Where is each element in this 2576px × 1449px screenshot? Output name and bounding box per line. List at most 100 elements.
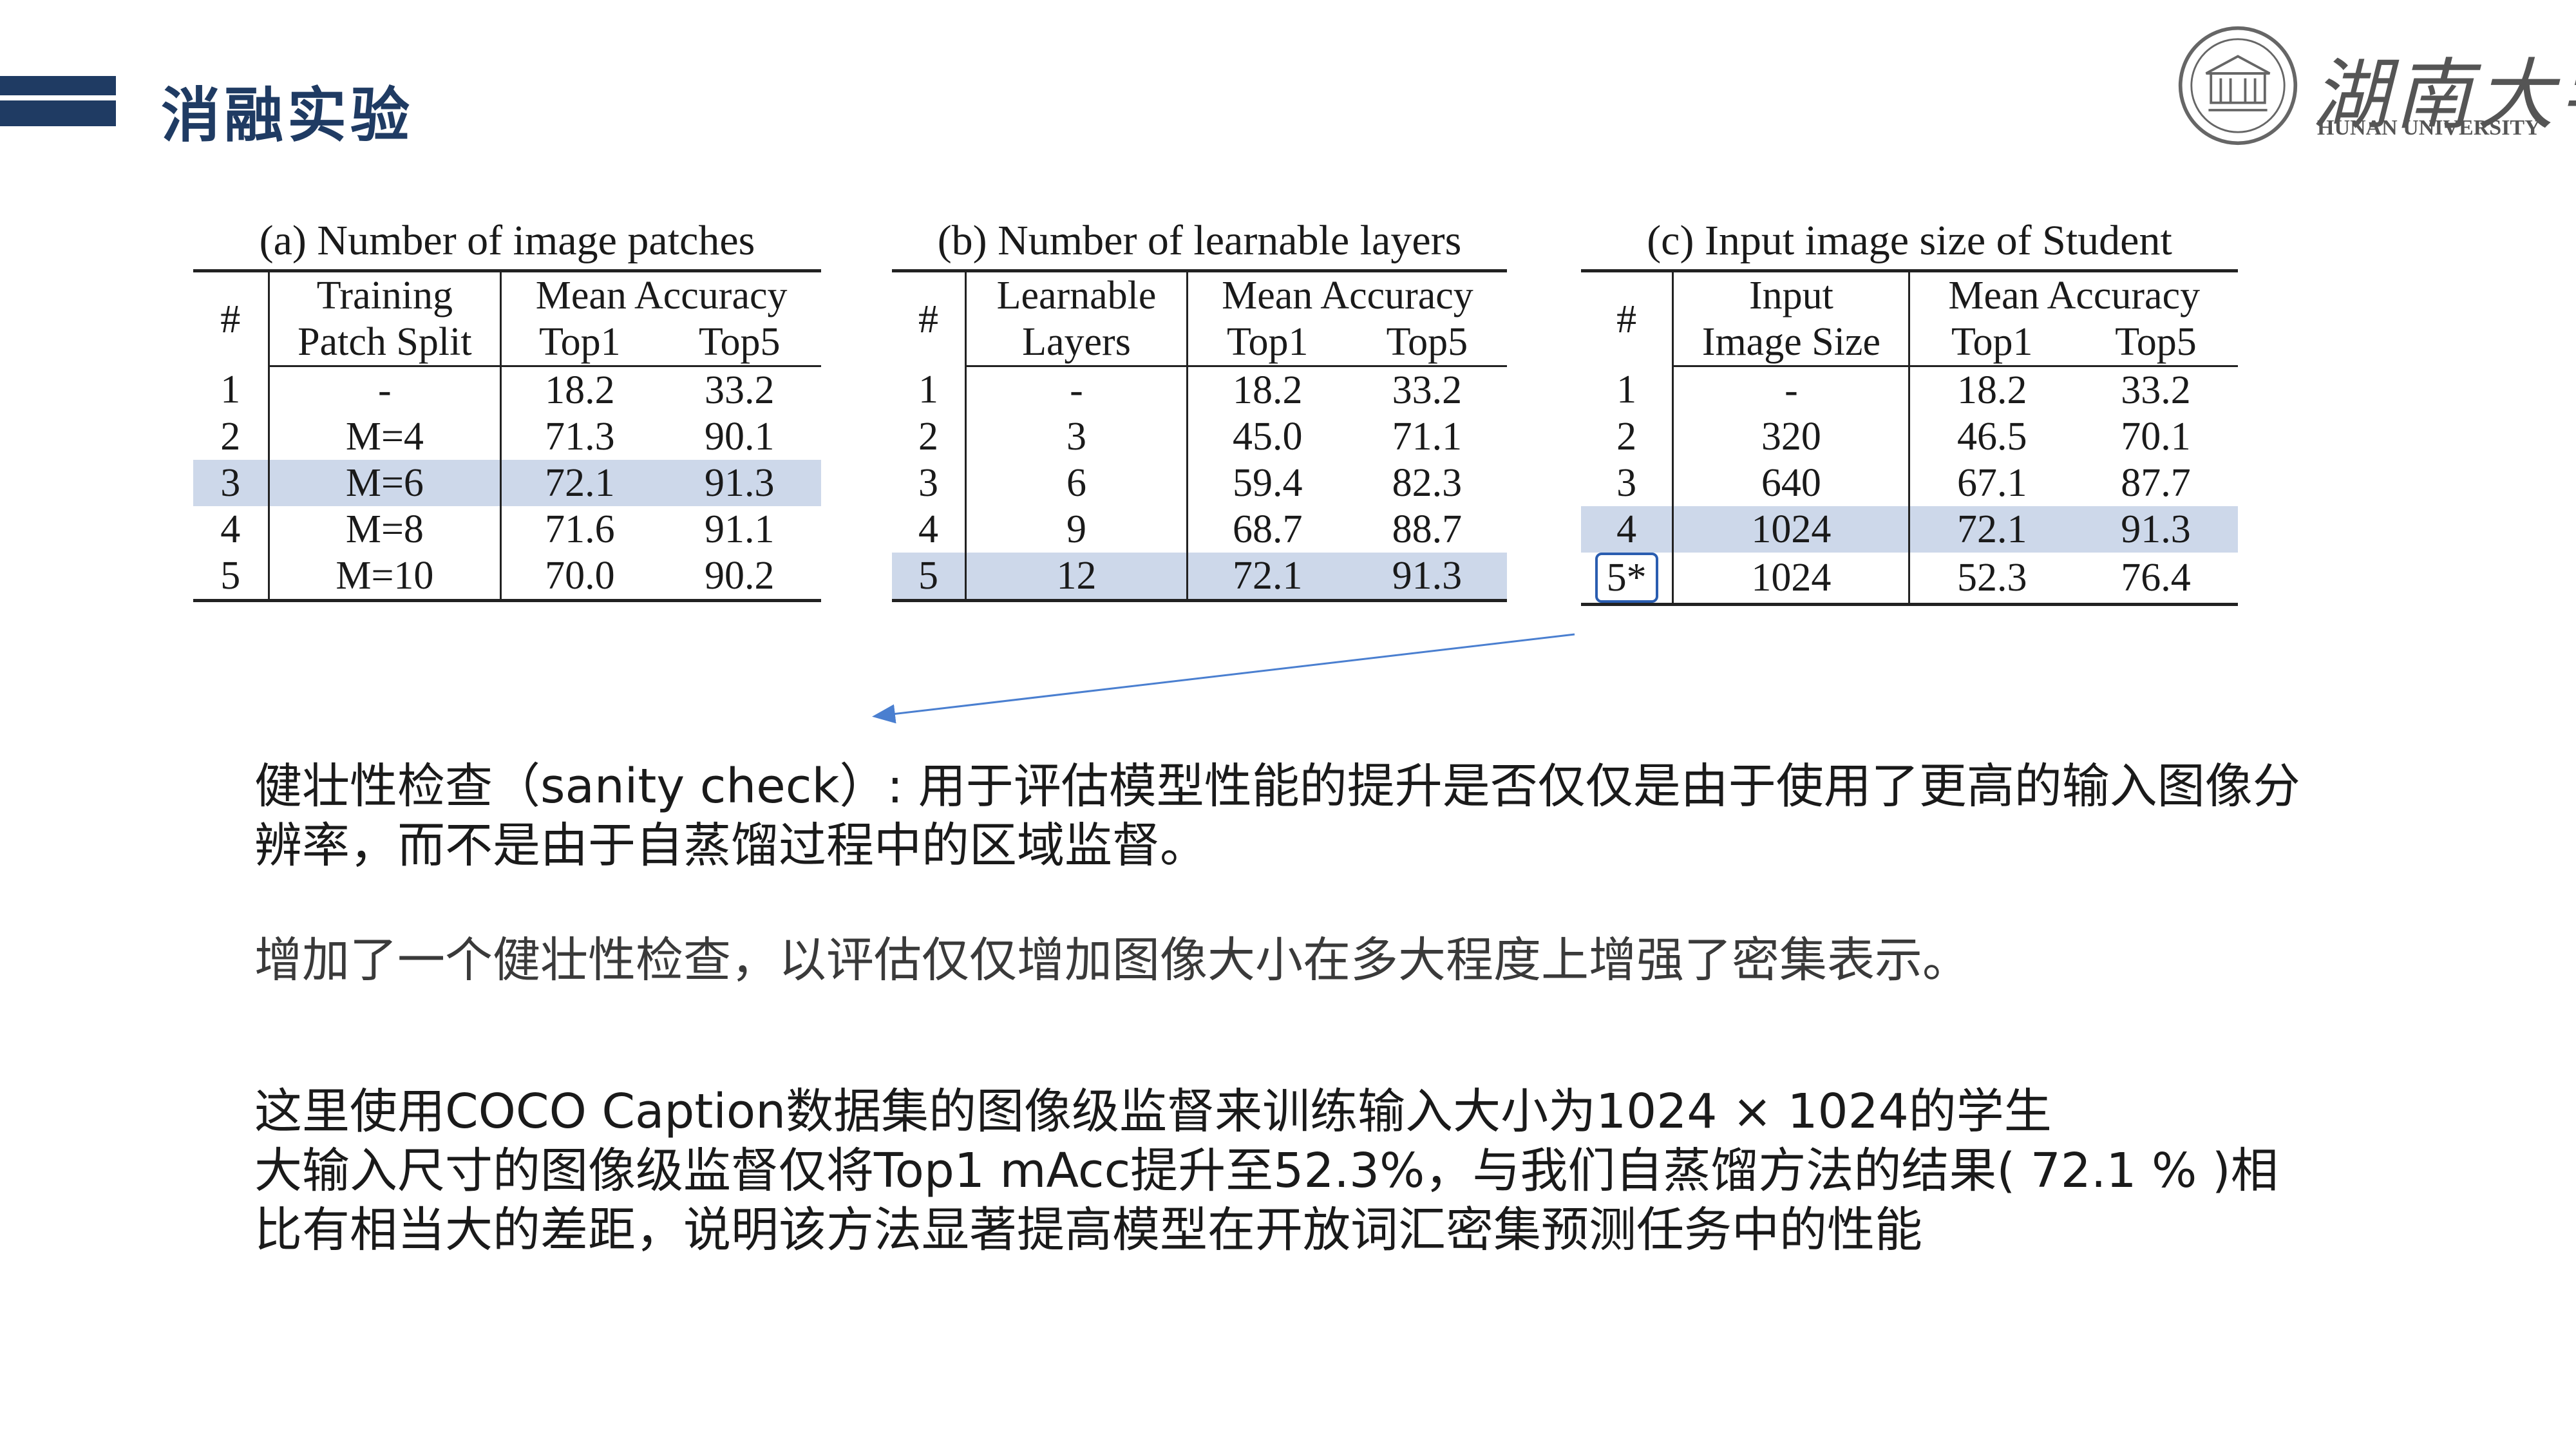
col-param-line2: Layers: [965, 319, 1188, 367]
cell-top5: 90.2: [705, 554, 775, 598]
university-seal-icon: [2178, 26, 2298, 146]
cell-top1: 71.6: [545, 507, 615, 551]
cell-param: -: [965, 366, 1188, 413]
table-row: 3 640 67.1 87.7: [1581, 460, 2238, 506]
table-row: 4 9 68.7 88.7: [892, 506, 1507, 553]
cell-top5: 70.1: [2121, 415, 2191, 459]
results-table: # Input Mean Accuracy Image Size Top1 To…: [1581, 269, 2238, 606]
cell-id: 2: [1581, 413, 1674, 460]
results-table: # Training Mean Accuracy Patch Split Top…: [193, 269, 821, 602]
cell-id: 4: [892, 506, 967, 553]
cell-top5: 91.3: [2073, 506, 2238, 553]
university-logo: 湖南大学 HUNAN UNIVERSITY: [2177, 19, 2576, 155]
cell-param: 320: [1672, 413, 1911, 460]
cell-id: 5: [193, 553, 270, 601]
slide-title: 消融实验: [161, 80, 414, 150]
cell-top1: 46.5: [1956, 415, 2027, 459]
cell-top5: 91.3: [1347, 553, 1507, 601]
cell-top5: 76.4: [2121, 556, 2191, 600]
results-line-2: 大输入尺寸的图像级监督仅将Top1 mAcc提升至52.3%，与我们自蒸馏方法的…: [254, 1143, 2278, 1258]
table-c-image-size: (c) Input image size of Student # Input …: [1581, 213, 2238, 606]
table-row-highlighted: 4 1024 72.1 91.3: [1581, 506, 2238, 553]
paragraph-robustness: 增加了一个健壮性检查，以评估仅仅增加图像大小在多大程度上增强了密集表示。: [254, 933, 1970, 988]
table-row-highlighted: 3 M=6 72.1 91.3: [193, 460, 821, 506]
logo-english-name: HUNAN UNIVERSITY: [2317, 116, 2541, 140]
col-top1: Top1: [500, 319, 658, 367]
cell-id: 5*: [1581, 553, 1674, 605]
table-row: 1-18.2 33.2: [193, 366, 821, 413]
logo-chinese-name: 湖南大学: [2312, 51, 2576, 140]
col-hash: #: [892, 270, 967, 366]
cell-top1: 52.3: [1956, 556, 2027, 600]
cell-top5: 33.2: [1392, 368, 1463, 412]
col-param-line2: Patch Split: [269, 319, 502, 367]
table-row: 5 M=10 70.0 90.2: [193, 553, 821, 601]
cell-top1: 18.2: [1233, 368, 1303, 412]
col-param-line1: Training: [269, 270, 502, 319]
table-row: 2 320 46.5 70.1: [1581, 413, 2238, 460]
col-mean-accuracy: Mean Accuracy: [1948, 274, 2201, 317]
table-caption: (c) Input image size of Student: [1647, 217, 2172, 264]
cell-top1: 70.0: [545, 554, 615, 598]
col-hash: #: [1581, 270, 1674, 366]
cell-top1: 72.1: [500, 460, 658, 506]
cell-top1: 71.3: [545, 415, 615, 459]
col-top5: Top5: [2073, 319, 2238, 367]
cell-id: 4: [193, 506, 270, 553]
cell-id: 2: [892, 413, 967, 460]
cell-top5: 90.1: [705, 415, 775, 459]
cell-top1: 68.7: [1233, 507, 1303, 551]
col-param-line1: Input: [1672, 270, 1911, 319]
col-top5: Top5: [1347, 319, 1507, 367]
cell-param: M=4: [269, 413, 502, 460]
paragraph-sanity-check: 健壮性检查（sanity check）: 用于评估模型性能的提升是否仅仅是由于使…: [254, 759, 2300, 873]
cell-param: -: [269, 366, 502, 413]
title-accent-bar: [0, 76, 116, 126]
col-mean-accuracy: Mean Accuracy: [535, 274, 788, 317]
table-row: 4 M=8 71.6 91.1: [193, 506, 821, 553]
cell-param: -: [1672, 366, 1911, 413]
table-caption: (b) Number of learnable layers: [937, 217, 1462, 264]
cell-id: 2: [193, 413, 270, 460]
table-row: 3 6 59.4 82.3: [892, 460, 1507, 506]
cell-top1: 72.1: [1187, 553, 1347, 601]
cell-param: M=6: [269, 460, 502, 506]
col-hash: #: [193, 270, 270, 366]
cell-top5: 82.3: [1392, 461, 1463, 505]
cell-top5: 87.7: [2121, 461, 2191, 505]
col-top5: Top5: [658, 319, 821, 367]
cell-param: 9: [965, 506, 1188, 553]
results-line-1: 这里使用COCO Caption数据集的图像级监督来训练输入大小为1024 × …: [254, 1084, 2052, 1139]
cell-top1: 18.2: [545, 368, 615, 412]
cell-top5: 91.3: [658, 460, 821, 506]
cell-top1: 67.1: [1956, 461, 2027, 505]
table-row: 2 M=4 71.3 90.1: [193, 413, 821, 460]
table-row: 1- 18.2 33.2: [892, 366, 1507, 413]
cell-id: 3: [1581, 460, 1674, 506]
cell-top1: 59.4: [1233, 461, 1303, 505]
cell-id: 1: [1581, 366, 1674, 413]
cell-top5: 88.7: [1392, 507, 1463, 551]
cell-top1: 72.1: [1909, 506, 2074, 553]
boxed-row-id: 5*: [1595, 553, 1658, 603]
cell-param: M=8: [269, 506, 502, 553]
table-caption: (a) Number of image patches: [259, 217, 755, 264]
cell-top1: 45.0: [1233, 415, 1303, 459]
cell-param: 1024: [1672, 553, 1911, 605]
cell-param: 12: [965, 553, 1188, 601]
col-mean-accuracy: Mean Accuracy: [1222, 274, 1473, 317]
cell-param: 6: [965, 460, 1188, 506]
col-param-line1: Learnable: [965, 270, 1188, 319]
table-row-highlighted: 5 12 72.1 91.3: [892, 553, 1507, 601]
table-b-layers: (b) Number of learnable layers # Learnab…: [892, 213, 1507, 602]
results-table: # Learnable Mean Accuracy Layers Top1 To…: [892, 269, 1507, 602]
col-param-line2: Image Size: [1672, 319, 1911, 367]
cell-top5: 91.1: [705, 507, 775, 551]
cell-id: 5: [892, 553, 967, 601]
paragraph-results: 这里使用COCO Caption数据集的图像级监督来训练输入大小为1024 × …: [254, 1082, 2315, 1260]
cell-top5: 71.1: [1392, 415, 1463, 459]
cell-id: 3: [892, 460, 967, 506]
table-row-boxed: 5* 1024 52.3 76.4: [1581, 553, 2238, 605]
cell-id: 1: [892, 366, 967, 413]
cell-id: 1: [193, 366, 270, 413]
